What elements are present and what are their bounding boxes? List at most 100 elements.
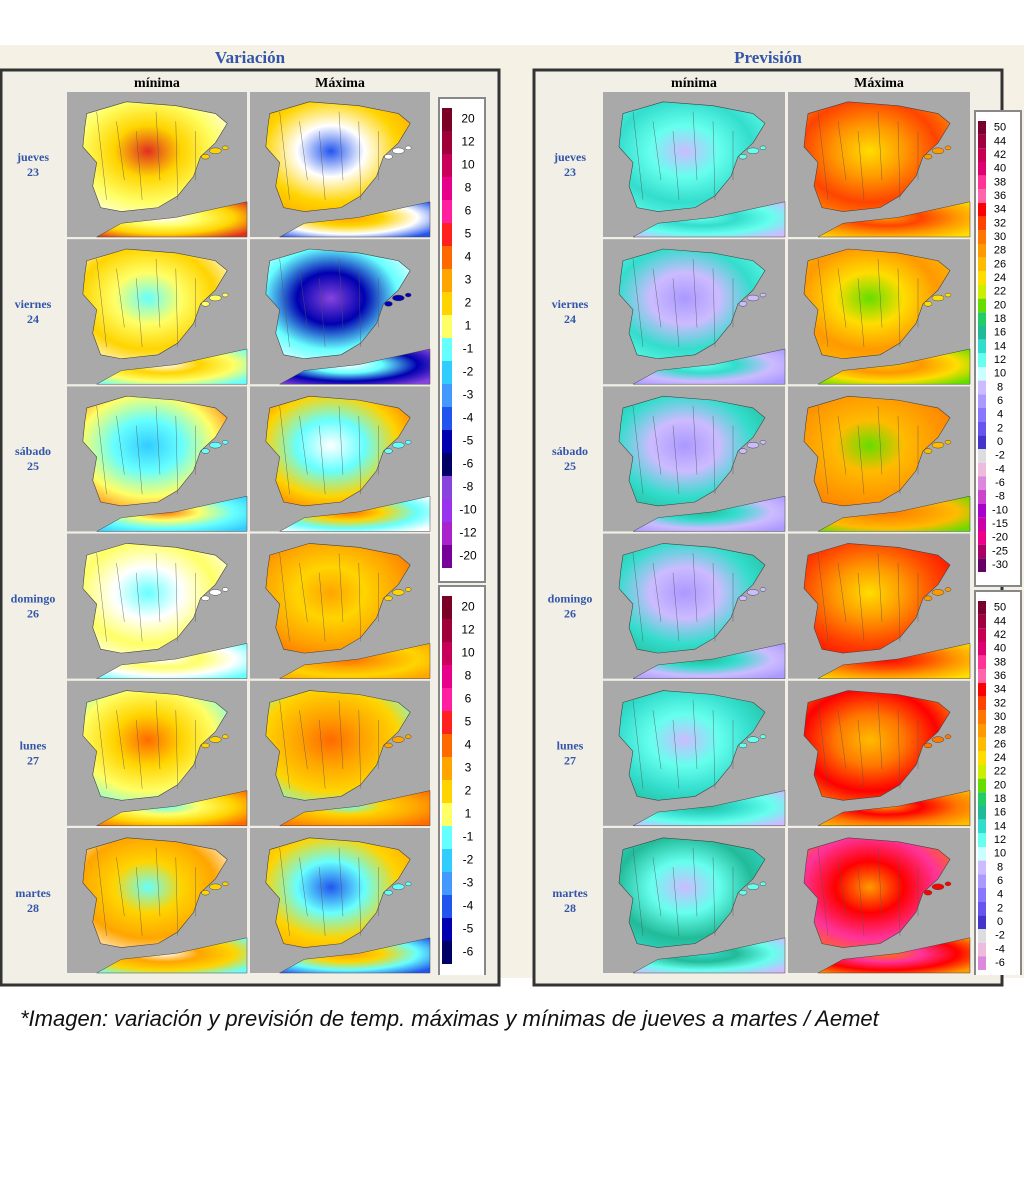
legend-label: 2 xyxy=(997,902,1003,914)
legend-label: 10 xyxy=(461,158,475,172)
map-border xyxy=(672,719,680,789)
legend-label: 4 xyxy=(465,738,472,752)
legend-swatch xyxy=(442,757,452,780)
legend-swatch xyxy=(442,619,452,642)
legend-label: 1 xyxy=(465,319,472,333)
map-island xyxy=(209,736,222,743)
legend-label: 5 xyxy=(465,227,472,241)
legend-swatch xyxy=(442,338,452,361)
map-border xyxy=(279,405,290,495)
map-border xyxy=(299,121,308,181)
column-header: Máxima xyxy=(854,76,904,91)
legend-swatch xyxy=(978,956,986,970)
map-border xyxy=(632,258,644,347)
panel-title: Variación xyxy=(215,48,286,67)
legend-label: 30 xyxy=(994,711,1006,723)
map-island xyxy=(384,595,393,601)
legend-swatch xyxy=(978,298,986,313)
map-border xyxy=(672,572,680,642)
legend-swatch xyxy=(978,860,986,875)
map-border xyxy=(857,867,865,936)
legend-label: -30 xyxy=(992,559,1008,571)
map-africa xyxy=(95,643,248,679)
legend-swatch xyxy=(978,134,986,149)
map-border xyxy=(897,710,901,789)
map-island xyxy=(201,301,210,307)
map-border xyxy=(672,867,680,936)
map-border xyxy=(299,268,308,328)
legend-label: -4 xyxy=(463,411,474,425)
map-border xyxy=(358,268,361,347)
legend-label: -5 xyxy=(463,434,474,448)
legend-label: 20 xyxy=(461,112,475,126)
legend-label: 3 xyxy=(465,761,472,775)
map-island xyxy=(931,883,945,890)
map-border xyxy=(175,857,178,936)
legend-swatch xyxy=(978,683,986,697)
legend-label: 4 xyxy=(997,409,1003,421)
legend-label: 2 xyxy=(997,422,1003,434)
legend-label: 12 xyxy=(461,623,475,637)
map-border xyxy=(136,131,143,200)
map-island xyxy=(209,883,222,890)
map-border xyxy=(279,111,290,200)
column-header: Máxima xyxy=(315,76,365,91)
map-africa xyxy=(278,790,431,827)
legend-label: 34 xyxy=(994,204,1006,216)
map-border xyxy=(96,258,107,347)
map xyxy=(788,533,971,679)
map-border xyxy=(319,425,326,495)
map-border xyxy=(712,857,716,936)
map-africa xyxy=(632,201,786,238)
legend-swatch xyxy=(978,915,986,929)
day-label: jueves xyxy=(16,150,49,164)
map-border xyxy=(817,700,829,789)
legend-label: 42 xyxy=(994,629,1006,641)
day-label: jueves xyxy=(553,150,586,164)
map-africa xyxy=(95,495,248,532)
legend-label: -4 xyxy=(995,943,1005,955)
column-header: mínima xyxy=(671,76,717,91)
map-border xyxy=(358,415,361,495)
map-border xyxy=(632,405,644,495)
legend-label: 38 xyxy=(994,656,1006,668)
map-border xyxy=(857,278,865,347)
map-island xyxy=(209,147,222,154)
panel-title: Previsión xyxy=(734,48,802,67)
legend-swatch xyxy=(978,669,986,683)
map-border xyxy=(652,415,662,475)
map-island xyxy=(405,587,412,592)
legend-label: 16 xyxy=(994,327,1006,339)
legend-label: 38 xyxy=(994,176,1006,188)
legend-swatch xyxy=(978,353,986,367)
day-date: 26 xyxy=(564,606,576,620)
map-island xyxy=(201,153,210,160)
legend-label: 6 xyxy=(465,692,472,706)
legend-label: 12 xyxy=(994,834,1006,846)
legend-label: -2 xyxy=(463,365,474,379)
legend-label: 40 xyxy=(994,163,1006,175)
legend-label: 5 xyxy=(465,715,472,729)
map-africa xyxy=(95,937,248,974)
map-africa xyxy=(632,790,786,827)
legend-swatch xyxy=(442,642,452,665)
map xyxy=(603,239,786,385)
map-border xyxy=(175,268,178,347)
map-border xyxy=(319,867,326,936)
map-border xyxy=(136,867,143,936)
map xyxy=(788,680,971,827)
map xyxy=(67,680,248,827)
map-border xyxy=(877,847,883,917)
map-border xyxy=(877,405,883,475)
map-border xyxy=(692,405,698,475)
map-border xyxy=(897,857,901,936)
panel-maps: 2012108654321-1-2-3-4-5-6-8-10-12-202012… xyxy=(67,92,486,975)
map-island xyxy=(738,301,748,307)
map-island xyxy=(405,881,412,887)
legend-swatch xyxy=(442,476,452,499)
map-border xyxy=(136,572,143,642)
map-island xyxy=(931,736,945,743)
map-border xyxy=(817,258,829,347)
legend-label: -2 xyxy=(995,450,1005,462)
